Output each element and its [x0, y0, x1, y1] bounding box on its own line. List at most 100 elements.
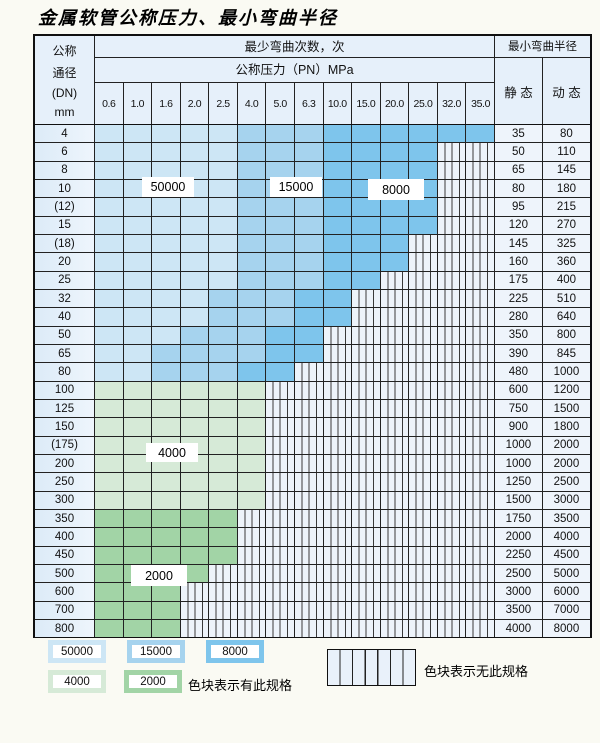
dn-cell: 15 — [35, 216, 95, 234]
dynamic-radius-cell: 1000 — [542, 363, 590, 381]
table-row: 40 280 640 — [35, 308, 590, 327]
no-spec-cell — [466, 253, 495, 271]
pressure-col-header: 2.5 — [209, 83, 238, 124]
spec-cell — [180, 344, 210, 363]
no-spec-cell — [266, 509, 295, 528]
spec-cell — [209, 381, 238, 399]
dynamic-radius-cell: 8000 — [542, 619, 590, 638]
table-header: 公称 通径 (DN) mm 最少弯曲次数，次 公称压力（PN）MPa 0.6 1.… — [35, 36, 590, 125]
spec-cell — [352, 125, 381, 143]
spec-cell — [294, 344, 324, 363]
spec-cell — [294, 289, 324, 308]
spec-cell — [294, 143, 324, 161]
no-spec-cell — [237, 528, 267, 546]
no-spec-cell — [409, 399, 438, 418]
spec-cell — [266, 289, 295, 308]
spec-cell — [323, 179, 353, 198]
spec-cell — [237, 308, 267, 326]
no-spec-cell — [180, 619, 210, 638]
no-spec-cell — [380, 436, 410, 454]
spec-cell — [209, 143, 238, 161]
no-spec-cell — [266, 454, 295, 473]
spec-cell — [95, 546, 124, 564]
no-spec-cell — [294, 381, 324, 399]
table-row: 4 35 80 — [35, 125, 590, 144]
spec-cell — [352, 216, 381, 234]
spec-cell — [237, 216, 267, 234]
no-spec-cell — [466, 473, 495, 491]
dn-cell: 300 — [35, 491, 95, 509]
spec-cell — [237, 326, 267, 344]
spec-cell — [266, 253, 295, 271]
spec-cell — [152, 546, 181, 564]
dynamic-radius-cell: 1800 — [542, 418, 590, 436]
spec-cell — [95, 418, 124, 436]
spec-cell — [123, 418, 153, 436]
spec-cell — [152, 143, 181, 161]
static-radius-cell: 2250 — [494, 546, 543, 564]
spec-cell — [152, 491, 181, 509]
no-spec-cell — [466, 399, 495, 418]
spec-cell — [95, 344, 124, 363]
no-spec-cell — [409, 363, 438, 381]
no-spec-cell — [352, 564, 381, 583]
dynamic-radius-cell: 1200 — [542, 381, 590, 399]
static-radius-cell: 1000 — [494, 436, 543, 454]
no-spec-cell — [437, 454, 467, 473]
static-radius-cell: 160 — [494, 253, 543, 271]
no-spec-cell — [266, 491, 295, 509]
no-spec-cell — [323, 619, 353, 638]
spec-cell — [237, 161, 267, 179]
no-spec-cell — [466, 491, 495, 509]
no-spec-cell — [437, 436, 467, 454]
dynamic-radius-cell: 3500 — [542, 509, 590, 528]
no-spec-cell — [437, 418, 467, 436]
no-spec-cell — [380, 491, 410, 509]
spec-cell — [123, 454, 153, 473]
static-radius-cell: 4000 — [494, 619, 543, 638]
no-spec-cell — [466, 436, 495, 454]
no-spec-cell — [380, 583, 410, 601]
no-spec-cell — [380, 619, 410, 638]
dynamic-header: 动 态 — [552, 85, 581, 100]
spec-cell — [95, 619, 124, 638]
no-spec-cell — [466, 546, 495, 564]
spec-cell — [95, 143, 124, 161]
spec-cell — [152, 234, 181, 253]
spec-cell — [123, 271, 153, 289]
no-spec-cell — [380, 454, 410, 473]
no-spec-cell — [294, 436, 324, 454]
spec-cell — [123, 344, 153, 363]
no-spec-cell — [352, 308, 381, 326]
cycle-label-8000: 8000 — [368, 179, 424, 200]
no-spec-cell — [437, 509, 467, 528]
dynamic-radius-cell: 7000 — [542, 601, 590, 619]
no-spec-cell — [323, 344, 353, 363]
spec-cell — [266, 326, 295, 344]
pressure-col-header: 4.0 — [238, 83, 267, 124]
no-spec-cell — [266, 473, 295, 491]
pressure-col-header: 10.0 — [324, 83, 353, 124]
spec-cell — [95, 454, 124, 473]
no-spec-cell — [437, 271, 467, 289]
table-row: 20 160 360 — [35, 253, 590, 272]
spec-cell — [123, 473, 153, 491]
no-spec-cell — [466, 308, 495, 326]
no-spec-cell — [466, 289, 495, 308]
spec-cell — [95, 399, 124, 418]
dynamic-radius-cell: 2000 — [542, 436, 590, 454]
pressure-column-headers: 0.6 1.0 1.6 2.0 2.5 4.0 5.0 6.3 10.0 15.0 20.0 25.0… — [95, 83, 494, 124]
no-spec-cell — [294, 399, 324, 418]
no-spec-cell — [409, 271, 438, 289]
dynamic-radius-cell: 180 — [542, 179, 590, 198]
spec-cell — [180, 363, 210, 381]
spec-table: 公称 通径 (DN) mm 最少弯曲次数，次 公称压力（PN）MPa 0.6 1.… — [33, 34, 592, 638]
spec-cell — [266, 234, 295, 253]
no-spec-cell — [294, 491, 324, 509]
spec-cell — [152, 289, 181, 308]
pressure-col-header: 1.6 — [152, 83, 181, 124]
pressure-col-header: 35.0 — [471, 97, 491, 110]
dn-cell: 20 — [35, 253, 95, 271]
legend-swatch-4000: 4000 — [48, 670, 106, 693]
no-spec-cell — [409, 253, 438, 271]
